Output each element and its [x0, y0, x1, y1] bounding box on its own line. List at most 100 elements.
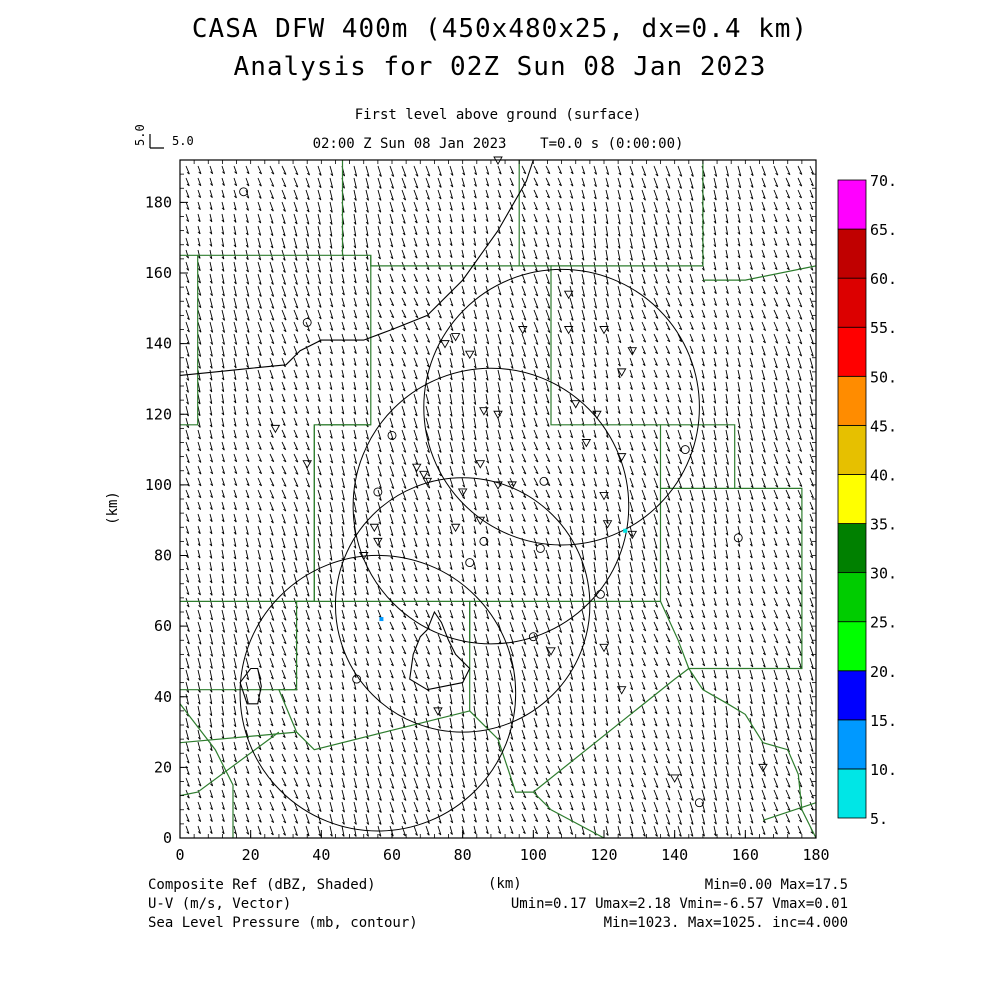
wind-vector — [185, 741, 190, 752]
wind-vector — [485, 585, 489, 595]
wind-vector — [545, 333, 551, 345]
wind-vector — [485, 573, 489, 583]
wind-vector — [629, 453, 634, 464]
wind-vector — [197, 585, 201, 596]
wind-vector — [593, 249, 597, 261]
wind-vector — [653, 393, 658, 403]
colorbar-swatch — [837, 768, 867, 819]
wind-vector — [473, 273, 477, 283]
wind-vector — [593, 453, 597, 463]
wind-vector — [221, 657, 225, 669]
wind-vector — [629, 261, 634, 273]
wind-vector — [689, 645, 694, 655]
wind-vector — [605, 813, 609, 824]
wind-vector — [509, 489, 514, 499]
wind-vector — [389, 537, 394, 548]
wind-vector — [257, 585, 262, 597]
wind-vector — [389, 393, 394, 404]
wind-vector — [581, 717, 585, 727]
wind-vector — [389, 633, 395, 643]
wind-vector — [497, 165, 502, 175]
wind-vector — [653, 669, 658, 679]
wind-vector — [629, 669, 634, 679]
wind-vector — [257, 429, 262, 439]
wind-vector — [365, 177, 370, 189]
wind-vector — [281, 573, 286, 585]
wind-vector — [581, 405, 585, 415]
wind-vector — [281, 585, 286, 597]
wind-vector — [245, 273, 250, 285]
wind-vector — [701, 789, 706, 801]
wind-vector — [221, 165, 226, 175]
wind-vector — [809, 537, 814, 547]
wind-vector — [209, 321, 214, 333]
wind-vector — [533, 189, 539, 199]
wind-vector — [533, 357, 538, 369]
wind-vector — [809, 729, 814, 741]
wind-vector — [329, 741, 333, 751]
station-triangle — [369, 523, 380, 533]
wind-vector — [725, 393, 729, 404]
wind-vector — [629, 429, 634, 439]
wind-vector — [413, 201, 418, 212]
wind-vector — [461, 513, 465, 523]
wind-vector — [437, 633, 442, 643]
wind-vector — [773, 225, 778, 235]
wind-vector — [485, 165, 490, 175]
wind-vector — [773, 609, 779, 619]
wind-vector — [485, 549, 489, 559]
wind-vector — [293, 501, 299, 512]
wind-vector — [221, 585, 225, 597]
wind-vector — [545, 441, 551, 451]
wind-vector — [401, 513, 406, 525]
wind-vector — [509, 501, 514, 511]
wind-vector — [293, 693, 298, 703]
wind-vector — [641, 597, 646, 608]
wind-vector — [497, 201, 502, 211]
wind-vector — [557, 645, 562, 657]
wind-vector — [269, 753, 275, 763]
wind-vector — [341, 633, 346, 643]
wind-vector — [389, 465, 395, 477]
wind-vector — [809, 333, 814, 345]
wind-vector — [365, 717, 369, 728]
wind-vector — [689, 345, 694, 355]
wind-vector — [293, 465, 299, 475]
wind-vector — [293, 165, 299, 176]
wind-vector — [653, 657, 659, 667]
wind-vector — [341, 405, 345, 415]
wind-vector — [473, 249, 477, 259]
wind-vector — [725, 741, 729, 753]
county-line — [688, 668, 817, 839]
wind-vector — [257, 513, 262, 524]
wind-vector — [317, 357, 322, 367]
wind-vector — [305, 429, 310, 439]
wind-vector — [281, 405, 286, 415]
wind-vector — [581, 453, 586, 463]
wind-vector — [785, 501, 791, 511]
wind-vector — [353, 693, 357, 703]
wind-vector — [401, 717, 406, 729]
wind-vector — [737, 513, 741, 524]
wind-vector — [461, 405, 465, 417]
wind-vector — [773, 393, 778, 405]
wind-vector — [725, 549, 729, 559]
wind-vector — [209, 177, 214, 187]
wind-vector — [749, 489, 754, 500]
wind-vector — [353, 357, 357, 367]
wind-vector — [425, 765, 431, 777]
wind-vector — [761, 429, 766, 441]
wind-vector — [785, 657, 791, 669]
wind-vector — [773, 405, 778, 417]
wind-vector — [569, 321, 574, 333]
wind-vector — [521, 261, 526, 272]
wind-vector — [653, 177, 659, 189]
wind-vector — [353, 609, 358, 619]
wind-vector — [581, 177, 586, 187]
wind-vector — [581, 549, 585, 561]
wind-vector — [329, 465, 334, 476]
wind-vector — [785, 345, 791, 357]
wind-vector — [749, 441, 754, 453]
wind-vector — [521, 621, 527, 633]
wind-vector — [221, 429, 225, 439]
